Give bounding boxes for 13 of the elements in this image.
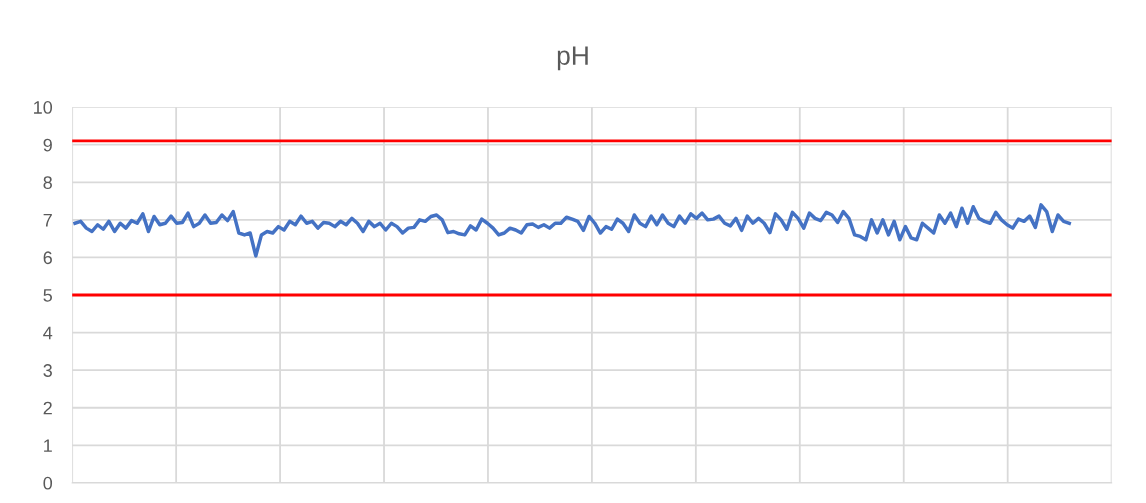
y-tick-label: 6 [43,251,52,265]
line-series [73,203,1071,258]
y-tick-label: 7 [43,213,52,227]
y-tick-label: 1 [44,439,52,452]
y-tick-label: 5 [43,289,52,302]
y-tick-label: 3 [43,364,52,377]
y-tick-label: 9 [43,138,52,152]
y-tick-label: 8 [43,176,52,190]
y-tick-label: 4 [43,326,53,340]
chart-title: pH [557,46,588,71]
y-tick-label: 0 [43,476,53,490]
y-tick-label: 2 [43,401,52,415]
y-tick-label: 10 [34,101,53,114]
